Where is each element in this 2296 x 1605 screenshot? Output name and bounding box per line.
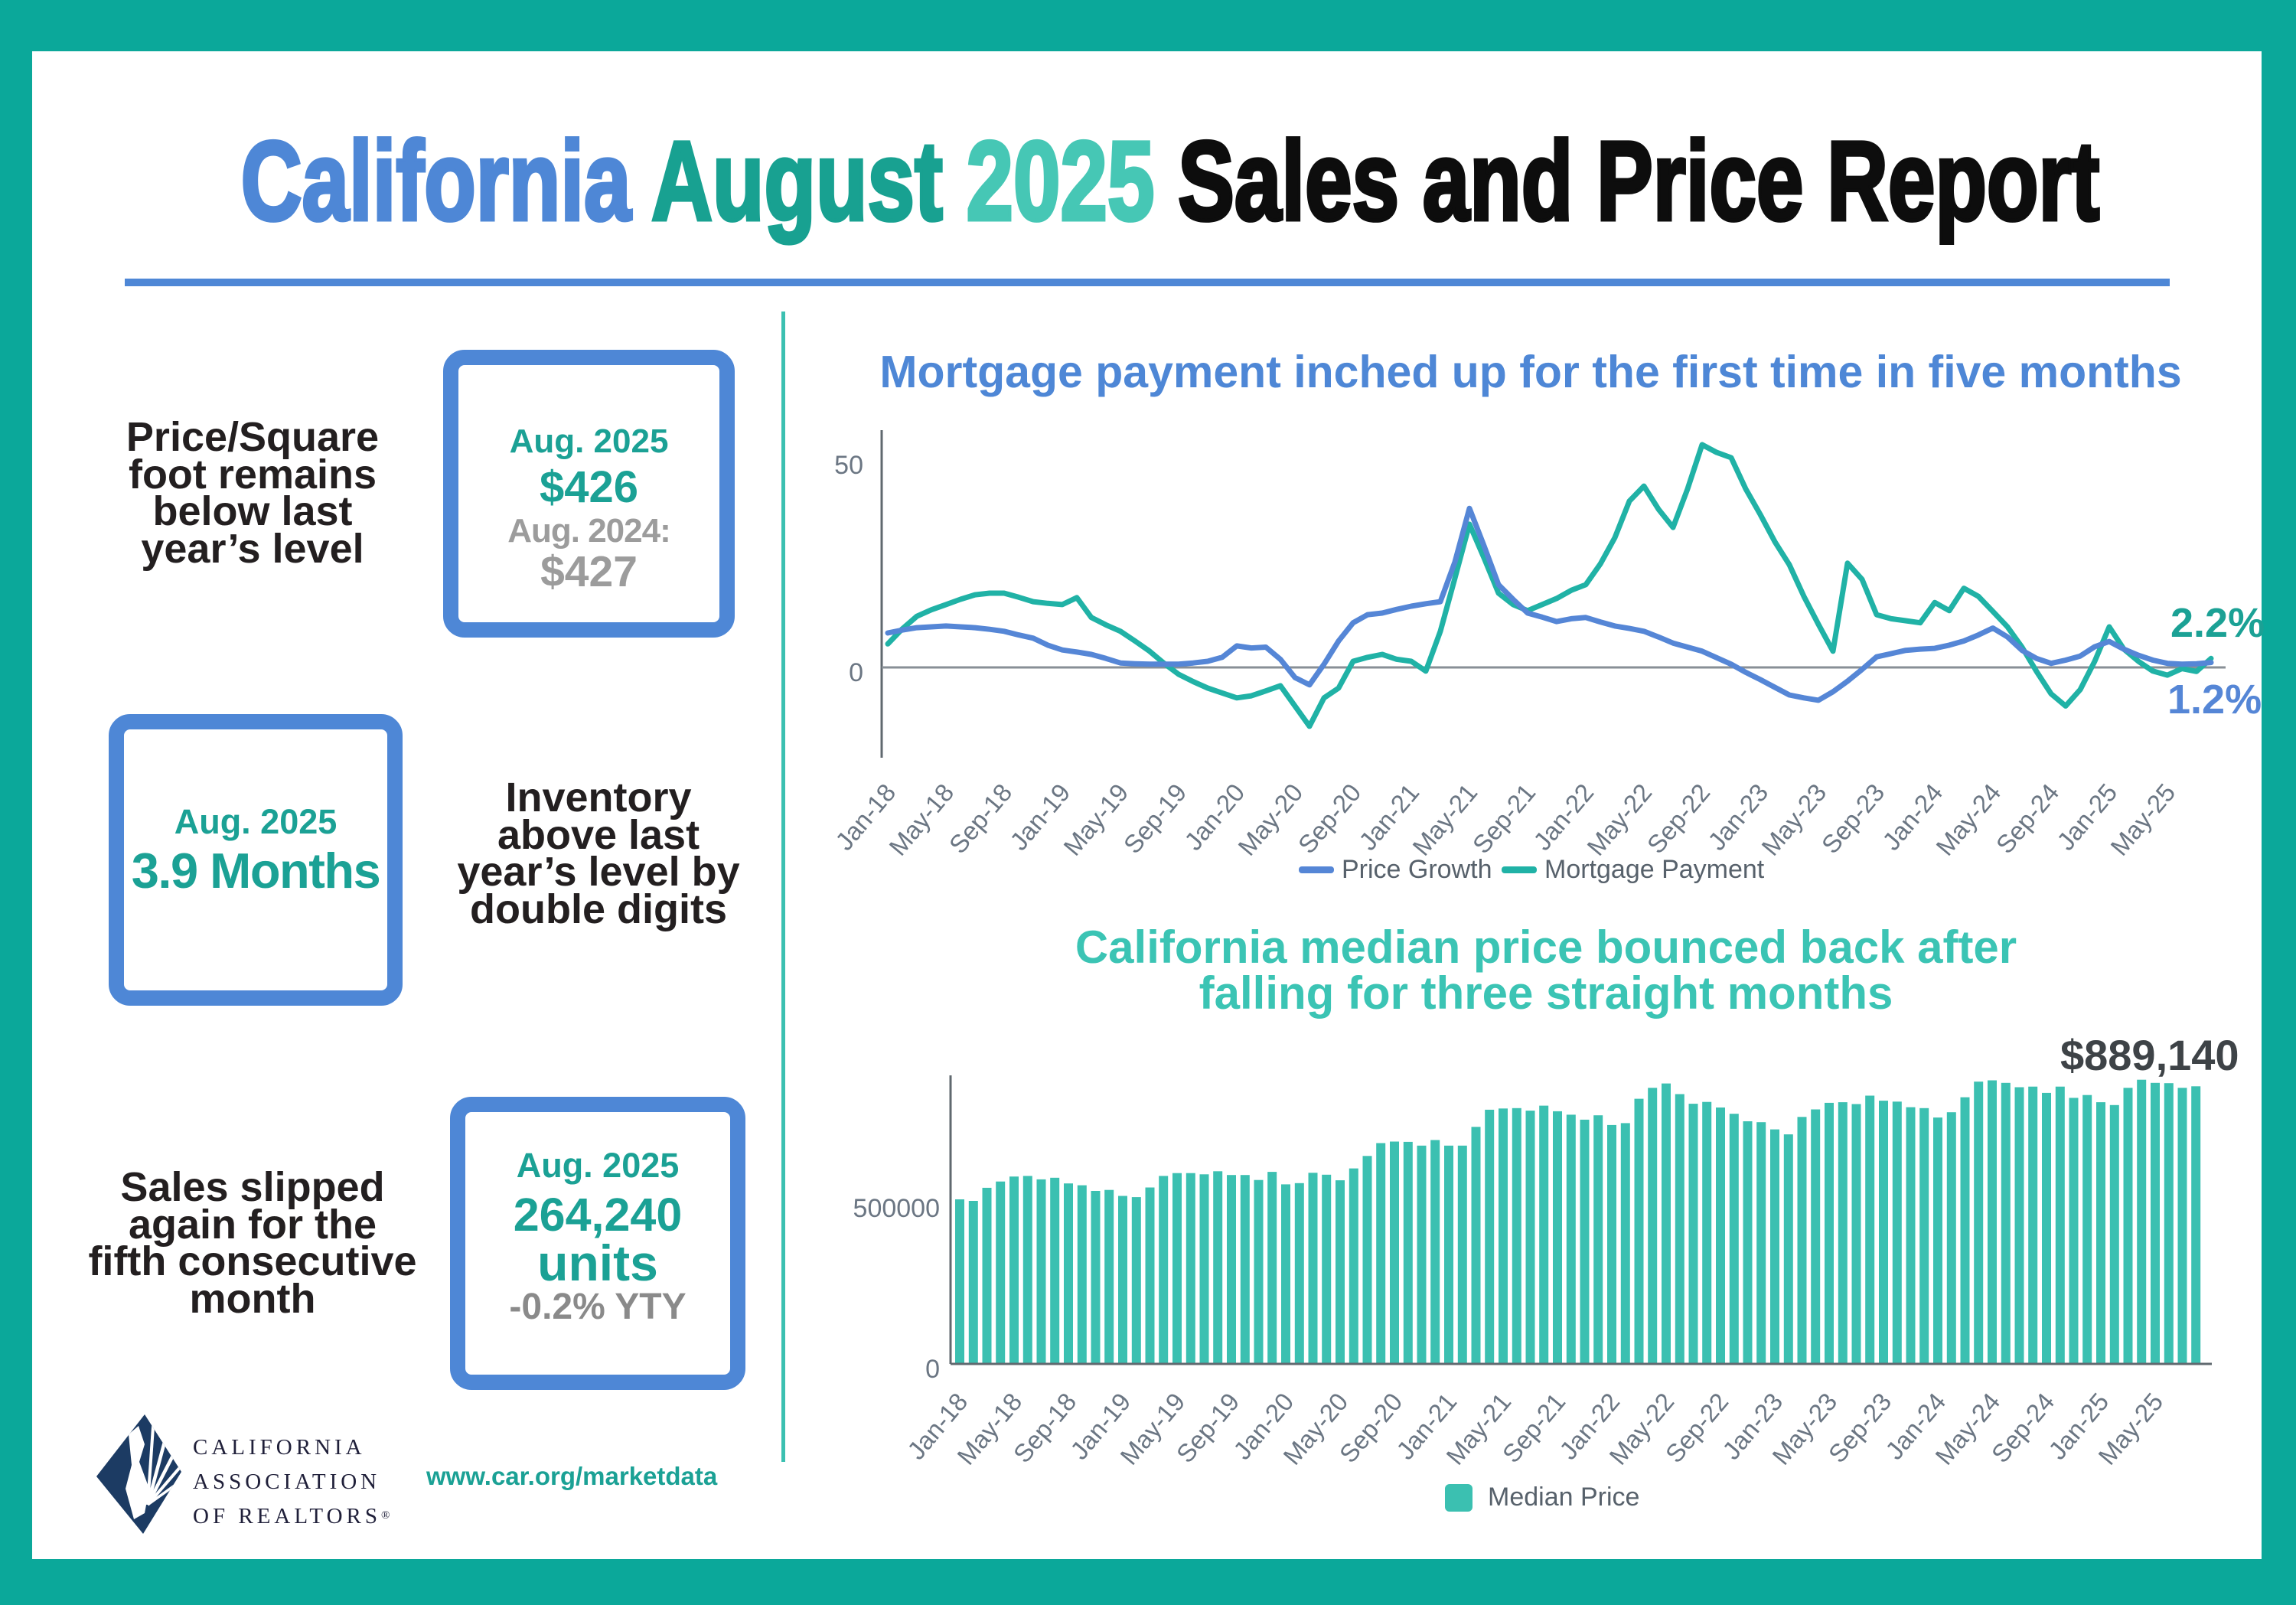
svg-text:2.2%: 2.2% xyxy=(2170,600,2265,646)
svg-text:Price Growth: Price Growth xyxy=(1342,855,1492,884)
svg-text:0: 0 xyxy=(849,658,863,687)
svg-text:0: 0 xyxy=(925,1355,940,1384)
svg-text:1.2%: 1.2% xyxy=(2167,677,2262,723)
svg-text:50: 50 xyxy=(834,451,863,480)
svg-text:500000: 500000 xyxy=(853,1194,940,1223)
svg-text:Mortgage Payment: Mortgage Payment xyxy=(1544,855,1765,884)
svg-text:Median Price: Median Price xyxy=(1488,1483,1639,1512)
